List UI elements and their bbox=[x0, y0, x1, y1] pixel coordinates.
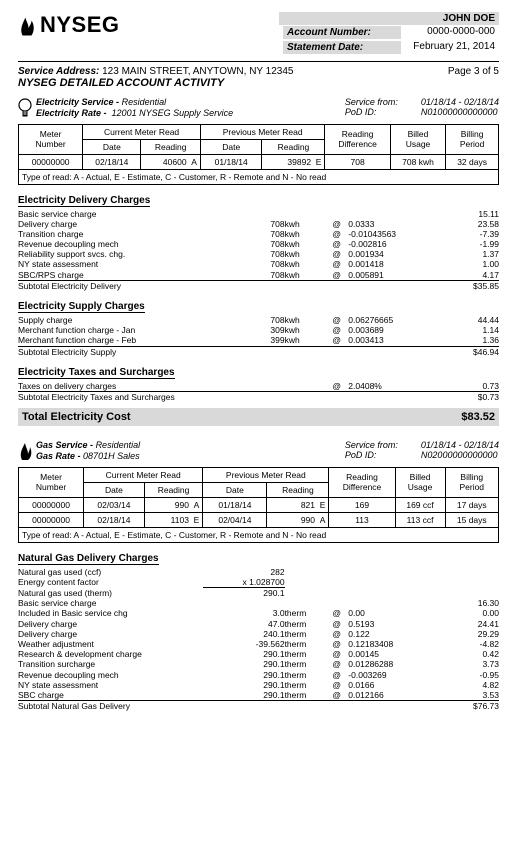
charge-row: NY state assessment290.1therm@0.01664.82 bbox=[18, 680, 499, 690]
elec-supply-section: Electricity Supply Charges Supply charge… bbox=[18, 301, 499, 357]
gas-delivery-section: Natural Gas Delivery Charges Natural gas… bbox=[18, 553, 499, 712]
service-address-value: 123 MAIN STREET, ANYTOWN, NY 12345 bbox=[102, 66, 293, 77]
th-diff: ReadingDifference bbox=[325, 124, 390, 154]
charge-row: Delivery charge240.1therm@0.12229.29 bbox=[18, 629, 499, 639]
elec-delivery-title: Electricity Delivery Charges bbox=[18, 195, 150, 207]
elec-delivery-subtotal: $35.85 bbox=[441, 280, 499, 291]
charge-row: Revenue decoupling mech290.1therm@-0.003… bbox=[18, 670, 499, 680]
account-number-label: Account Number: bbox=[283, 26, 401, 39]
account-name: JOHN DOE bbox=[279, 12, 499, 25]
charge-row: Included in Basic service chg3.0therm@0.… bbox=[18, 608, 499, 618]
elec-taxes-subtotal: $0.73 bbox=[441, 391, 499, 402]
elec-taxes-section: Electricity Taxes and Surcharges Taxes o… bbox=[18, 367, 499, 402]
gas-svc-right: Service from:01/18/14 - 02/18/14 PoD ID:… bbox=[345, 440, 499, 460]
account-number-value: 0000-0000-000 bbox=[401, 26, 495, 39]
charge-row: Delivery charge708kwh@0.033323.58 bbox=[18, 219, 499, 229]
charge-row: Merchant function charge - Feb399kwh@0.0… bbox=[18, 335, 499, 346]
elec-meter-table: MeterNumber Current Meter Read Previous … bbox=[18, 124, 499, 170]
logo: NYSEG bbox=[18, 12, 120, 38]
charge-row: Taxes on delivery charges@2.0408%0.73 bbox=[18, 381, 499, 392]
elec-type-of-read: Type of read: A - Actual, E - Estimate, … bbox=[18, 170, 499, 185]
charge-row: Research & development charge290.1therm@… bbox=[18, 649, 499, 659]
th-period: BillingPeriod bbox=[446, 124, 499, 154]
elec-delivery-section: Electricity Delivery Charges Basic servi… bbox=[18, 195, 499, 292]
gas-meter-table: MeterNumber Current Meter Read Previous … bbox=[18, 467, 499, 528]
gas-flame-icon bbox=[18, 440, 32, 462]
th-current: Current Meter Read bbox=[83, 124, 201, 139]
elec-taxes-title: Electricity Taxes and Surcharges bbox=[18, 367, 175, 379]
charge-row: Weather adjustment-39.562therm@0.1218340… bbox=[18, 639, 499, 649]
th-billed: BilledUsage bbox=[390, 124, 445, 154]
meter-row: 0000000002/18/141103 E02/04/14990 A11311… bbox=[19, 512, 499, 527]
elec-service-header: Electricity Service - Residential Electr… bbox=[18, 97, 499, 120]
elec-supply-subtotal: $46.94 bbox=[441, 346, 499, 357]
conv-row: Natural gas used (therm)290.1 bbox=[18, 588, 499, 599]
elec-rate-line: Electricity Rate - 12001 NYSEG Supply Se… bbox=[36, 108, 233, 119]
th-meter: MeterNumber bbox=[19, 124, 83, 154]
service-address-label: Service Address: bbox=[18, 66, 99, 77]
statement-date-row: Statement Date: February 21, 2014 bbox=[279, 40, 499, 55]
account-block: JOHN DOE Account Number: 0000-0000-000 S… bbox=[279, 12, 499, 55]
elec-supply-title: Electricity Supply Charges bbox=[18, 301, 145, 313]
gas-delivery-subtotal-label: Subtotal Natural Gas Delivery bbox=[18, 701, 441, 712]
rule-top bbox=[18, 61, 499, 62]
elec-delivery-subtotal-label: Subtotal Electricity Delivery bbox=[18, 280, 441, 291]
elec-taxes-subtotal-label: Subtotal Electricity Taxes and Surcharge… bbox=[18, 391, 441, 402]
gas-delivery-title: Natural Gas Delivery Charges bbox=[18, 553, 159, 565]
charge-row: Transition surcharge290.1therm@0.0128628… bbox=[18, 659, 499, 669]
service-address: Service Address: 123 MAIN STREET, ANYTOW… bbox=[18, 66, 294, 77]
charge-row: Basic service charge15.11 bbox=[18, 209, 499, 219]
gas-delivery-subtotal: $76.73 bbox=[441, 701, 499, 712]
charge-row: SBC charge290.1therm@0.0121663.53 bbox=[18, 690, 499, 701]
gas-svc-line: Gas Service - Residential bbox=[36, 440, 140, 451]
elec-svc-right: Service from:01/18/14 - 02/18/14 PoD ID:… bbox=[345, 97, 499, 117]
meter-row: 0000000002/18/1440600 A01/18/1439892 E70… bbox=[19, 154, 499, 169]
conv-row: Natural gas used (ccf)282 bbox=[18, 567, 499, 577]
bill-page: NYSEG JOHN DOE Account Number: 0000-0000… bbox=[0, 0, 517, 729]
gas-type-of-read: Type of read: A - Actual, E - Estimate, … bbox=[18, 528, 499, 543]
flame-icon bbox=[18, 13, 36, 37]
logo-text: NYSEG bbox=[40, 12, 120, 38]
charge-row: Transition charge708kwh@-0.01043563-7.39 bbox=[18, 229, 499, 239]
header: NYSEG JOHN DOE Account Number: 0000-0000… bbox=[18, 12, 499, 55]
elec-total-label: Total Electricity Cost bbox=[22, 411, 131, 423]
charge-row: Basic service charge16.30 bbox=[18, 598, 499, 608]
bulb-icon bbox=[18, 97, 32, 119]
page-marker: Page 3 of 5 bbox=[448, 66, 499, 77]
charge-row: Delivery charge47.0therm@0.519324.41 bbox=[18, 619, 499, 629]
elec-total-bar: Total Electricity Cost $83.52 bbox=[18, 408, 499, 426]
charge-row: Merchant function charge - Jan309kwh@0.0… bbox=[18, 325, 499, 335]
th-previous: Previous Meter Read bbox=[200, 124, 324, 139]
conv-row: Energy content factorx 1.028700 bbox=[18, 577, 499, 588]
elec-total-value: $83.52 bbox=[461, 411, 495, 423]
statement-date-value: February 21, 2014 bbox=[401, 41, 495, 54]
activity-title: NYSEG DETAILED ACCOUNT ACTIVITY bbox=[18, 77, 499, 89]
charge-row: SBC/RPS charge708kwh@0.0058914.17 bbox=[18, 270, 499, 281]
service-address-row: Service Address: 123 MAIN STREET, ANYTOW… bbox=[18, 66, 499, 77]
meter-row: 0000000002/03/14990 A01/18/14821 E169169… bbox=[19, 497, 499, 512]
elec-svc-line: Electricity Service - Residential bbox=[36, 97, 233, 108]
statement-date-label: Statement Date: bbox=[283, 41, 401, 54]
charge-row: NY state assessment708kwh@0.0014181.00 bbox=[18, 259, 499, 269]
gas-rate-line: Gas Rate - 08701H Sales bbox=[36, 451, 140, 462]
charge-row: Revenue decoupling mech708kwh@-0.002816-… bbox=[18, 239, 499, 249]
gas-service-header: Gas Service - Residential Gas Rate - 087… bbox=[18, 440, 499, 463]
elec-supply-subtotal-label: Subtotal Electricity Supply bbox=[18, 346, 441, 357]
charge-row: Supply charge708kwh@0.0627666544.44 bbox=[18, 315, 499, 325]
account-number-row: Account Number: 0000-0000-000 bbox=[279, 25, 499, 40]
charge-row: Reliability support svcs. chg.708kwh@0.0… bbox=[18, 249, 499, 259]
